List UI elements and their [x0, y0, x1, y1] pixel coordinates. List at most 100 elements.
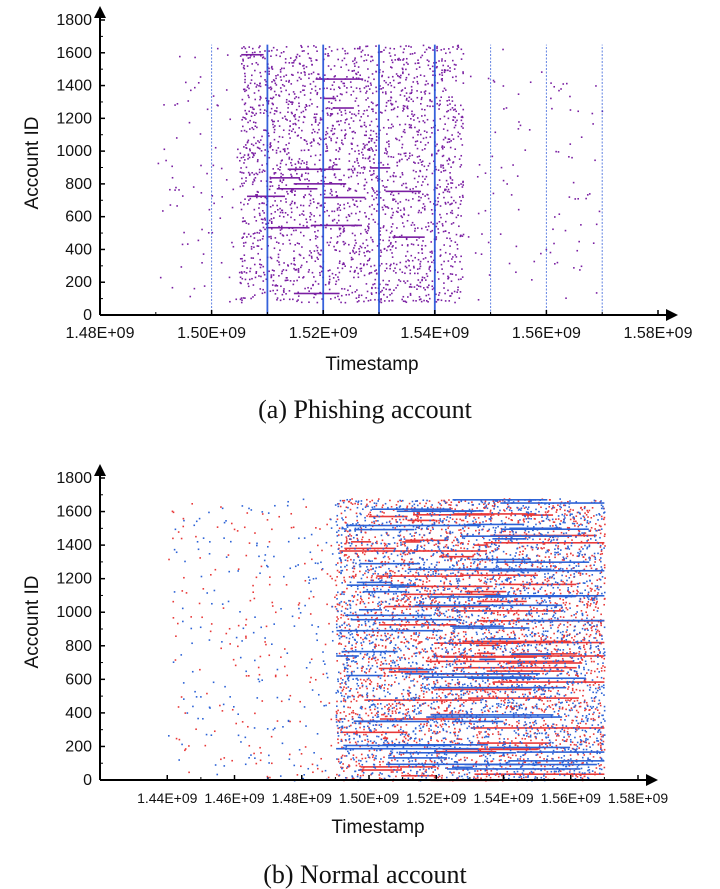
- panel-b-point: [476, 691, 479, 693]
- panel-b-point: [404, 624, 406, 627]
- panel-a-point: [362, 242, 364, 245]
- panel-a-point: [402, 182, 405, 185]
- panel-a-point: [418, 175, 420, 178]
- panel-a-point: [300, 72, 303, 74]
- panel-b-point: [386, 737, 389, 740]
- panel-a-point: [189, 295, 192, 298]
- panel-a-point: [462, 72, 464, 75]
- panel-a-point: [493, 81, 496, 83]
- panel-b-point: [415, 741, 418, 744]
- panel-b-point: [385, 580, 387, 583]
- panel-a-point: [359, 267, 362, 270]
- panel-a-point: [371, 204, 373, 206]
- panel-a-point: [271, 149, 274, 151]
- panel-a-point: [286, 279, 289, 281]
- panel-a-point: [256, 160, 259, 163]
- panel-b-point: [460, 721, 462, 724]
- panel-a-point: [462, 82, 465, 84]
- panel-a-point: [383, 79, 386, 82]
- panel-b-point: [554, 648, 557, 651]
- panel-b-point: [450, 631, 453, 634]
- panel-a-point: [448, 138, 451, 141]
- panel-a-x-tick-label: 1.52E+09: [289, 325, 358, 342]
- panel-b-point: [508, 724, 511, 726]
- panel-b-point: [600, 550, 603, 552]
- panel-a-point: [368, 272, 371, 275]
- panel-a-point: [417, 199, 420, 202]
- panel-a-point: [426, 229, 429, 231]
- panel-b-point: [539, 761, 541, 764]
- panel-a-point: [426, 275, 429, 278]
- panel-a-point: [355, 200, 358, 202]
- panel-b-point: [561, 639, 563, 642]
- panel-a-point: [423, 91, 426, 93]
- panel-b-point: [336, 616, 338, 618]
- panel-a-point: [327, 269, 330, 272]
- panel-b-point: [525, 732, 528, 735]
- panel-b-point: [457, 560, 460, 562]
- panel-b-point: [600, 642, 602, 645]
- panel-a-point: [270, 237, 272, 240]
- panel-a-point: [412, 169, 415, 172]
- panel-a-point: [399, 201, 402, 203]
- panel-a-point: [405, 45, 407, 47]
- panel-b-point: [404, 737, 407, 740]
- panel-b-point: [436, 755, 439, 757]
- panel-a-point: [421, 244, 423, 247]
- panel-a-point: [405, 97, 408, 100]
- panel-a-point: [437, 150, 439, 152]
- panel-a-point: [382, 239, 384, 242]
- panel-b-point: [587, 522, 590, 525]
- panel-a-point: [352, 137, 354, 140]
- panel-a-point: [505, 107, 508, 109]
- panel-a-point: [336, 194, 338, 197]
- panel-b-point: [525, 776, 527, 778]
- panel-b-point: [480, 622, 483, 625]
- panel-b-point: [433, 597, 436, 600]
- panel-a-point: [436, 49, 438, 52]
- panel-a-point: [229, 300, 231, 303]
- panel-b-point: [447, 685, 450, 687]
- panel-a-point: [397, 106, 399, 108]
- panel-a-point: [387, 155, 390, 158]
- panel-a-point: [297, 291, 300, 294]
- panel-b-point: [588, 574, 591, 577]
- panel-b-point: [442, 717, 444, 719]
- panel-b-point: [568, 592, 571, 594]
- panel-a-point: [438, 73, 441, 76]
- panel-a-point: [368, 259, 371, 261]
- panel-b-point: [405, 595, 408, 598]
- panel-b-point: [432, 633, 434, 636]
- panel-b-point: [486, 746, 489, 748]
- panel-a-point: [257, 159, 259, 161]
- panel-a-point: [338, 179, 341, 181]
- panel-a-point: [449, 177, 452, 180]
- panel-a-point: [368, 88, 371, 90]
- panel-b-point: [591, 622, 593, 624]
- panel-b-point: [359, 765, 361, 768]
- panel-b-point: [395, 708, 398, 710]
- panel-a-point: [439, 99, 441, 102]
- panel-b-point: [569, 518, 572, 521]
- panel-a-point: [408, 123, 411, 126]
- panel-b-point: [453, 670, 455, 672]
- panel-b-point: [475, 686, 477, 688]
- panel-a-point: [386, 283, 389, 286]
- panel-a-point: [413, 266, 415, 269]
- panel-a-point: [404, 265, 407, 268]
- panel-a-point: [297, 96, 300, 99]
- panel-b-point: [466, 520, 469, 523]
- panel-a-point: [260, 264, 263, 266]
- panel-a-point: [405, 237, 408, 239]
- panel-a-point: [402, 110, 404, 112]
- panel-a-point: [395, 73, 398, 75]
- panel-a-point: [263, 202, 265, 205]
- panel-a-point: [417, 272, 419, 275]
- panel-b-point: [482, 599, 485, 601]
- panel-a-point: [300, 111, 303, 114]
- panel-a-point: [388, 239, 390, 242]
- panel-a-point: [270, 87, 273, 90]
- panel-a-point: [427, 260, 429, 263]
- panel-a-point: [240, 130, 243, 132]
- panel-b-point: [340, 738, 343, 741]
